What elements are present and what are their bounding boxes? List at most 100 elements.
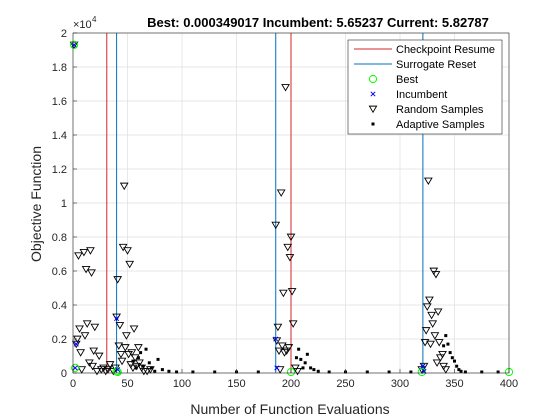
adaptive-sample-point [365, 370, 369, 374]
random-sample-point [430, 332, 440, 340]
random-sample-point [116, 350, 126, 359]
best-point [286, 367, 296, 377]
random-sample-point [74, 252, 83, 260]
adaptive-sample-point [294, 356, 298, 360]
random-sample-point [287, 288, 297, 296]
adaptive-sample-point [147, 361, 151, 365]
legend-triangle-swatch [368, 105, 378, 114]
y-tick-label: 0.4 [52, 300, 67, 312]
adaptive-sample-point [316, 369, 320, 373]
adaptive-sample-point [297, 347, 301, 351]
random-sample-point [76, 349, 86, 357]
incumbent-point [114, 316, 120, 322]
random-sample-point [285, 254, 295, 262]
random-sample-point [87, 269, 96, 277]
axis-ticks: 0 50 100 150 200 250 300 350 400 0 0.2 0.4 0.6 0.8 1 1.… [52, 28, 518, 390]
adaptive-sample-point [455, 364, 459, 368]
random-sample-point [129, 325, 139, 333]
x-tick-label: 150 [227, 378, 245, 390]
random-sample-point [88, 362, 98, 371]
random-sample-point [288, 320, 298, 328]
random-sample-point [426, 340, 435, 349]
adaptive-sample-point [453, 359, 456, 363]
adaptive-sample-point [309, 366, 313, 370]
random-sample-point [422, 303, 432, 311]
random-sample-point [428, 320, 438, 328]
random-sample-point [421, 327, 431, 335]
y-exponent-power: 4 [92, 15, 97, 24]
legend-label: Checkpoint Resume [396, 44, 495, 56]
random-sample-point [293, 367, 302, 376]
random-sample-point [103, 366, 113, 374]
incumbent-cross-stroke [73, 341, 79, 347]
incumbent-cross-stroke [273, 336, 279, 342]
adaptive-sample-point [141, 364, 145, 368]
random-sample-point [142, 367, 152, 376]
incumbent-cross-stroke [72, 365, 78, 371]
legend-box [347, 39, 503, 135]
x-tick-label: 200 [282, 378, 300, 390]
adaptive-sample-point [301, 366, 305, 370]
random-sample-point [131, 362, 141, 371]
adaptive-sample-point [299, 357, 303, 361]
incumbent-point [115, 367, 121, 373]
random-sample-point [438, 350, 447, 359]
x-tick-label: 50 [121, 378, 133, 390]
x-tick-label: 400 [500, 378, 518, 390]
x-tick-label: 100 [173, 378, 191, 390]
random-sample-point [425, 296, 434, 305]
adaptive-sample-point [327, 370, 331, 374]
adaptive-sample-point [457, 368, 461, 372]
incumbent-point [274, 365, 280, 371]
adaptive-sample-point [144, 347, 148, 351]
incumbent-point [420, 363, 426, 369]
best-point [71, 363, 80, 372]
random-sample-point [281, 84, 290, 92]
chart-title: Best: 0.000349017 Incumbent: 5.65237 Cur… [147, 15, 489, 30]
random-sample-point [86, 247, 95, 255]
adaptive-sample-point [480, 370, 484, 374]
x-tick-label: 250 [336, 378, 354, 390]
random-sample-point [276, 189, 286, 197]
best-point [417, 367, 426, 377]
random-sample-point [75, 325, 84, 333]
random-sample-point [90, 323, 100, 332]
y-tick-label: 0.6 [52, 266, 67, 278]
incumbent-cross-stroke [115, 367, 121, 373]
legend-label: Incumbent [396, 89, 447, 101]
legend-label: Best [396, 74, 418, 86]
adaptive-sample-point [139, 351, 143, 355]
legend-circle-swatch [368, 74, 378, 84]
best-point [112, 367, 121, 376]
y-tick-label: 0.2 [52, 334, 67, 346]
random-sample-point [284, 344, 294, 352]
random-sample-point [282, 347, 292, 356]
random-sample-point [125, 260, 135, 269]
random-sample-point [94, 352, 104, 361]
best-point [69, 40, 79, 50]
adaptive-sample-point [149, 366, 153, 370]
random-sample-point [69, 41, 79, 50]
random-sample-point [423, 177, 433, 186]
incumbent-point [73, 341, 79, 347]
adaptive-sample-point [153, 369, 157, 373]
adaptive-sample-point [175, 370, 179, 374]
legend: Checkpoint Resume Surrogate Reset Best Incu… [347, 39, 503, 135]
legend-label: Random Samples [396, 104, 484, 116]
adaptive-sample-point [213, 370, 217, 374]
random-sample-point [115, 322, 125, 330]
random-sample-point [434, 339, 444, 347]
x-tick-label: 350 [445, 378, 463, 390]
random-sample-point [77, 366, 87, 374]
random-sample-point [274, 347, 284, 356]
incumbent-cross-stroke [274, 365, 280, 371]
adaptive-sample-point [160, 368, 164, 372]
adaptive-sample-point [134, 366, 138, 370]
incumbent-cross-stroke [420, 363, 426, 369]
incumbent-point [72, 365, 78, 371]
random-sample-point [119, 182, 129, 191]
random-sample-point [286, 233, 296, 242]
y-axis-label: Objective Function [28, 146, 44, 262]
random-sample-point [277, 342, 287, 350]
random-sample-point [420, 339, 430, 347]
